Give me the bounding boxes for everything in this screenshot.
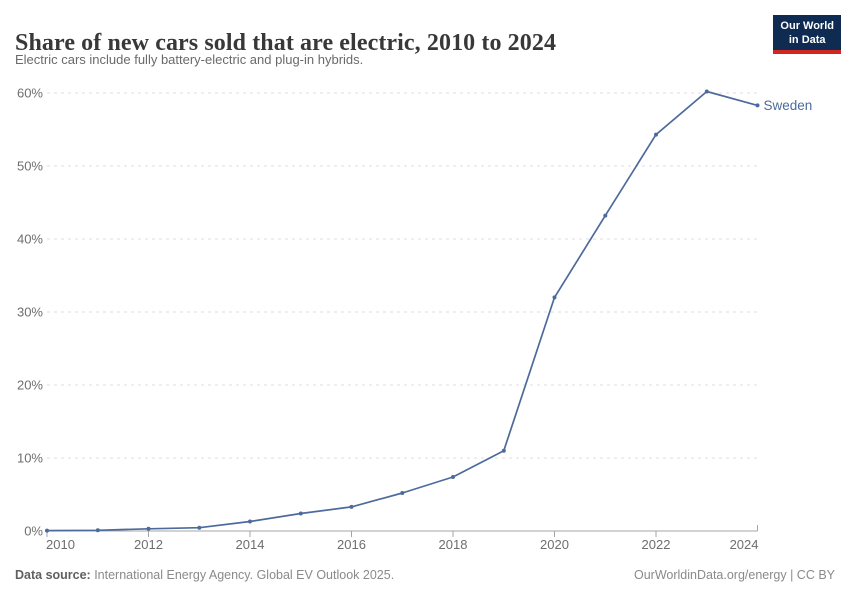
x-tick-label: 2012 xyxy=(134,537,163,552)
x-tick-label: 2022 xyxy=(642,537,671,552)
data-point[interactable] xyxy=(45,528,49,533)
data-point[interactable] xyxy=(704,89,709,94)
chart-subtitle: Electric cars include fully battery-elec… xyxy=(15,52,364,67)
y-tick-label: 0% xyxy=(24,524,43,539)
y-tick-label: 10% xyxy=(17,451,43,466)
data-point[interactable] xyxy=(197,525,202,530)
x-tick-label: 2014 xyxy=(236,537,265,552)
page-title: Share of new cars sold that are electric… xyxy=(15,30,557,57)
series-line-sweden[interactable] xyxy=(46,90,759,532)
owid-logo[interactable]: Our World in Data xyxy=(773,15,841,54)
data-point[interactable] xyxy=(552,295,557,300)
data-point[interactable] xyxy=(755,103,760,108)
data-source-label: Data source: xyxy=(15,568,91,582)
y-tick-label: 20% xyxy=(17,378,43,393)
data-point[interactable] xyxy=(298,511,303,516)
owid-logo-line2: in Data xyxy=(788,33,826,46)
y-tick-label: 40% xyxy=(17,232,43,247)
attribution-link[interactable]: OurWorldinData.org/energy | CC BY xyxy=(633,568,835,582)
data-point[interactable] xyxy=(654,132,658,137)
series-label-sweden[interactable]: Sweden xyxy=(764,98,813,113)
y-tick-label: 60% xyxy=(17,86,43,101)
data-point[interactable] xyxy=(400,491,405,495)
x-tick-label: 2018 xyxy=(439,537,468,552)
y-tick-label: 50% xyxy=(17,159,43,174)
data-source-note: Data source: International Energy Agency… xyxy=(15,568,394,582)
data-point[interactable] xyxy=(349,504,354,509)
data-point[interactable] xyxy=(501,448,506,453)
x-tick-label: 2020 xyxy=(540,537,569,552)
data-point[interactable] xyxy=(95,528,100,533)
x-tick-label: 2010 xyxy=(46,537,75,552)
x-tick-label: 2016 xyxy=(337,537,366,552)
owid-logo-line1: Our World xyxy=(780,20,834,32)
data-source-text: International Energy Agency. Global EV O… xyxy=(90,568,395,582)
page-footer: Data source: International Energy Agency… xyxy=(15,568,835,582)
data-point[interactable] xyxy=(248,519,252,524)
data-point[interactable] xyxy=(603,213,608,218)
y-tick-label: 30% xyxy=(17,305,43,320)
data-point[interactable] xyxy=(146,526,151,531)
data-point[interactable] xyxy=(451,475,455,479)
x-tick-label: 2024 xyxy=(730,537,759,552)
